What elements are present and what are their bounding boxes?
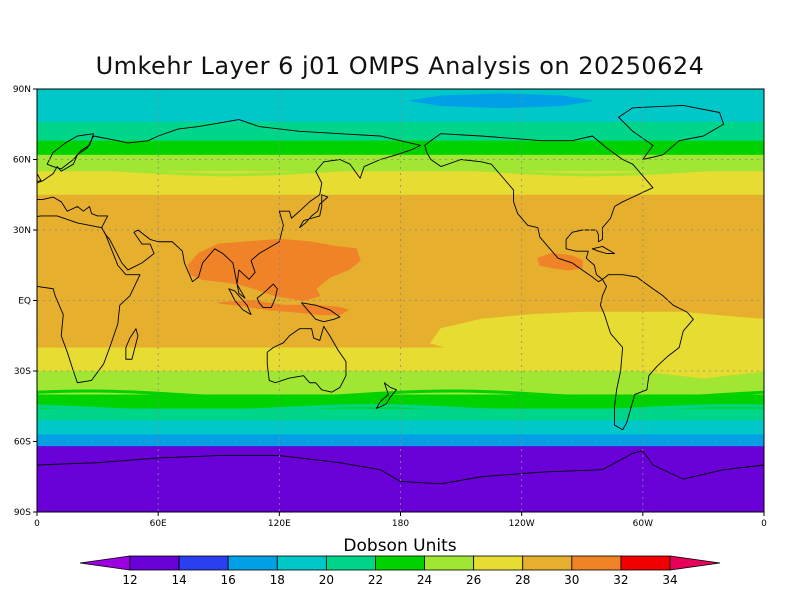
- colorbar-tick-11: 34: [662, 573, 677, 587]
- antarctica-coast: [37, 450, 764, 485]
- y-tick-label-0: 90N: [13, 85, 31, 95]
- x-tick-label-1: 60E: [150, 519, 167, 529]
- new-guinea-coast: [301, 302, 341, 323]
- colorbar-low-arrow: [79, 555, 131, 571]
- colorbar-segment-6: [375, 555, 425, 571]
- latitude-ticks: 90N 60N 30N EQ 30S 60S 90S: [13, 85, 37, 518]
- x-tick-label-6: 0: [761, 519, 767, 529]
- colorbar-tick-6: 24: [417, 573, 432, 587]
- europe-asia-coast: [37, 119, 422, 299]
- y-tick-label-4: 30S: [14, 367, 31, 377]
- colorbar-tick-4: 20: [319, 573, 334, 587]
- colorbar-segment-4: [276, 555, 327, 571]
- colorbar-tick-0: 12: [122, 573, 137, 587]
- x-tick-label-5: 60W: [633, 519, 653, 529]
- madagascar-coast: [125, 328, 139, 360]
- north-america-coast: [424, 133, 654, 283]
- y-tick-label-5: 60S: [14, 438, 31, 448]
- colorbar-tick-2: 16: [221, 573, 236, 587]
- colorbar-tick-9: 30: [564, 573, 579, 587]
- colorbar-segment-5: [325, 555, 376, 571]
- sumatra-coast: [228, 288, 252, 316]
- uk-coast: [37, 172, 42, 182]
- colorbar-segment-9: [522, 555, 573, 571]
- colorbar-segment-8: [473, 555, 524, 571]
- colorbar-segment-1: [129, 555, 180, 571]
- colorbar-segment-10: [571, 555, 622, 571]
- zonal-band-12: [37, 420, 764, 435]
- colorbar-tick-3: 18: [270, 573, 285, 587]
- colorbar-label: Dobson Units: [343, 536, 457, 556]
- colorbar-tick-1: 14: [171, 573, 186, 587]
- cuba-coast: [591, 246, 616, 254]
- warm-region-maritime: [218, 300, 349, 316]
- warm-region-central-america: [537, 253, 583, 271]
- y-tick-label-2: 30N: [13, 226, 31, 236]
- australia-coast: [266, 325, 347, 393]
- zonal-band-0: [37, 89, 764, 123]
- y-tick-label-3: EQ: [18, 297, 31, 307]
- x-tick-label-2: 120E: [268, 519, 291, 529]
- arctic-patch: [410, 93, 593, 109]
- gridlines: [37, 89, 764, 512]
- borneo-coast: [256, 283, 278, 308]
- x-tick-label-3: 180: [392, 519, 409, 529]
- colorbar-segment-7: [424, 555, 475, 571]
- x-tick-label-0: 0: [34, 519, 40, 529]
- x-tick-label-4: 120W: [509, 519, 535, 529]
- band-edge-south-2: [37, 404, 764, 413]
- map-title: Umkehr Layer 6 j01 OMPS Analysis on 2025…: [95, 52, 705, 80]
- colorbar-segment-3: [227, 555, 278, 571]
- colorbar: 12 14 16 18 20 22 24 26 28 30 32 34: [79, 555, 721, 587]
- cool-region-southeast-pacific: [429, 311, 764, 379]
- warm-region-west-pacific: [187, 238, 361, 301]
- y-tick-label-1: 60N: [13, 156, 31, 166]
- greenland-coast: [618, 105, 725, 160]
- nz-coast: [375, 382, 397, 410]
- coastlines: [37, 105, 764, 485]
- colorbar-segment-11: [620, 555, 671, 571]
- zonal-band-13: [37, 434, 764, 447]
- japan-coast: [299, 194, 329, 229]
- zonal-band-2: [37, 140, 764, 156]
- colorbar-tick-7: 26: [466, 573, 481, 587]
- zonal-band-3: [37, 154, 764, 172]
- colorbar-segment-2: [178, 555, 229, 571]
- colorbar-tick-8: 28: [515, 573, 530, 587]
- y-tick-label-6: 90S: [14, 508, 31, 518]
- colorbar-high-arrow: [669, 555, 721, 571]
- africa-coast: [37, 215, 141, 384]
- scandinavia-coast: [46, 133, 94, 170]
- longitude-ticks: 0 60E 120E 180 120W 60W 0: [34, 512, 767, 529]
- south-america-coast: [599, 274, 694, 431]
- colorbar-tick-5: 22: [368, 573, 383, 587]
- colorbar-tick-10: 32: [613, 573, 628, 587]
